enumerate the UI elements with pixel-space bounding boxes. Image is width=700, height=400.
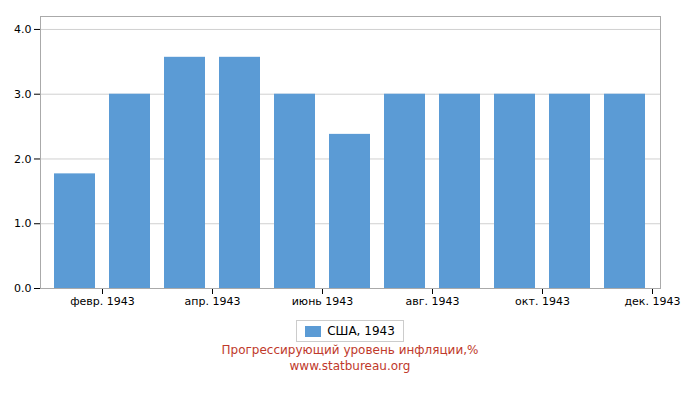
- svg-text:3.0: 3.0: [14, 88, 32, 101]
- svg-text:авг. 1943: авг. 1943: [406, 295, 460, 308]
- svg-text:окт. 1943: окт. 1943: [515, 295, 570, 308]
- html-text:США, 1943: США, 1943: [327, 324, 395, 338]
- html-text:www.statbureau.org: www.statbureau.org: [289, 359, 411, 373]
- svg-text:февр. 1943: февр. 1943: [70, 295, 135, 308]
- svg-text:0.0: 0.0: [14, 282, 32, 295]
- svg-text:июнь 1943: июнь 1943: [292, 295, 354, 308]
- html-text:Прогрессирующий уровень инфляц: Прогрессирующий уровень инфляции,%: [221, 343, 479, 357]
- svg-text:апр. 1943: апр. 1943: [185, 295, 241, 308]
- svg-text:дек. 1943: дек. 1943: [624, 295, 680, 308]
- svg-text:4.0: 4.0: [14, 23, 32, 36]
- svg-text:2.0: 2.0: [14, 152, 32, 165]
- svg-text:1.0: 1.0: [14, 217, 32, 230]
